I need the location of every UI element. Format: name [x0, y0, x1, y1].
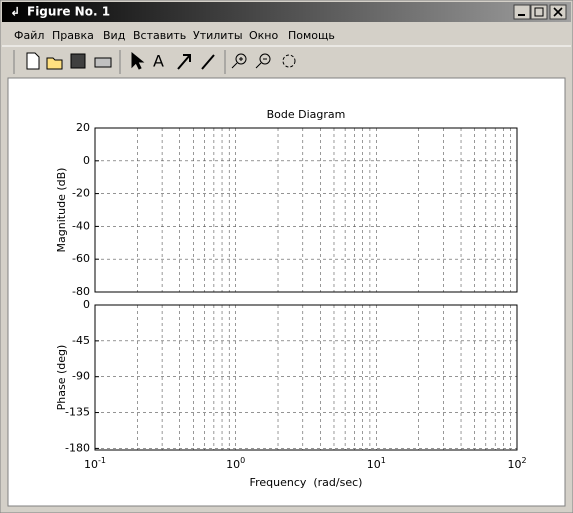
chart-title: Bode Diagram	[267, 108, 346, 121]
y-tick-label: -80	[72, 285, 90, 298]
new-icon[interactable]	[26, 52, 40, 70]
window-title: Figure No. 1	[27, 5, 110, 19]
tick-base: 10	[367, 458, 381, 471]
y-tick-label: -40	[72, 219, 90, 232]
text-icon[interactable]: A	[153, 52, 164, 71]
y-tick-label: -60	[72, 252, 90, 265]
line-icon[interactable]	[201, 54, 215, 70]
zoom-in-icon[interactable]	[235, 53, 247, 65]
menu-item[interactable]: Утилиты	[193, 29, 243, 42]
menu-bar: Файл Правка Вид Вставить Утилиты Окно Помощь	[14, 29, 335, 42]
y-tick-label: 0	[83, 154, 90, 167]
x-axis-label: Frequency (rad/sec)	[250, 476, 363, 489]
rotate-icon[interactable]	[282, 54, 296, 68]
x-tick-label: 10-1	[84, 456, 106, 472]
y-axis-label: Phase (deg)	[55, 345, 68, 411]
x-tick-label: 101	[367, 456, 386, 472]
tick-exponent: -1	[98, 456, 106, 465]
y-tick-label: 0	[83, 298, 90, 311]
maximize-button[interactable]	[530, 4, 548, 20]
y-tick-label: 20	[76, 121, 90, 134]
axes-box	[94, 304, 518, 451]
x-tick-label: 102	[507, 456, 526, 472]
tick-exponent: 2	[521, 456, 526, 465]
menu-item[interactable]: Вставить	[133, 29, 186, 42]
tick-base: 10	[226, 458, 240, 471]
tick-base: 10	[84, 458, 98, 471]
axes-box	[94, 127, 518, 293]
menu-item[interactable]: Вид	[103, 29, 126, 42]
y-tick-label: -135	[65, 406, 90, 419]
maximize-glyph	[534, 7, 544, 17]
open-icon[interactable]	[46, 57, 63, 70]
window-icon: ↲	[10, 5, 20, 19]
toolbar: A	[13, 50, 296, 74]
y-tick-label: -90	[72, 370, 90, 383]
y-tick-label: -20	[72, 187, 90, 200]
window-buttons	[513, 4, 567, 20]
menu-item[interactable]: Окно	[249, 29, 278, 42]
arrow-icon[interactable]	[177, 54, 191, 70]
y-tick-label: -180	[65, 441, 90, 454]
menu-item[interactable]: Помощь	[288, 29, 335, 42]
save-icon[interactable]	[70, 53, 86, 69]
menu-item[interactable]: Файл	[14, 29, 44, 42]
y-tick-label: -45	[72, 334, 90, 347]
tick-base: 10	[507, 458, 521, 471]
close-glyph	[553, 7, 563, 17]
y-axis-label: Magnitude (dB)	[55, 168, 68, 253]
print-icon[interactable]	[94, 57, 112, 68]
title-bar	[2, 2, 571, 22]
select-icon[interactable]	[131, 51, 145, 70]
tick-exponent: 1	[381, 456, 386, 465]
x-tick-label: 100	[226, 456, 245, 472]
tick-exponent: 0	[240, 456, 245, 465]
minimize-button[interactable]	[513, 4, 531, 20]
zoom-out-icon[interactable]	[259, 53, 271, 65]
menu-item[interactable]: Правка	[52, 29, 94, 42]
